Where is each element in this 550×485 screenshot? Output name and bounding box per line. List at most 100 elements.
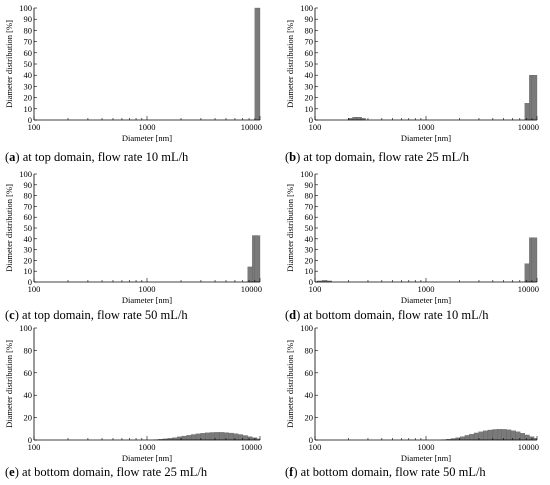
x-axis-label: Diameter [nm]	[122, 295, 172, 305]
y-tick-label: 60	[305, 48, 314, 58]
bar-mark	[510, 430, 516, 441]
y-tick-label: 30	[24, 81, 33, 91]
y-tick-label: 20	[305, 93, 314, 103]
y-axis-label: Diameter distribution [%]	[285, 20, 295, 108]
bar-mark	[469, 434, 475, 441]
x-axis-label: Diameter [nm]	[122, 133, 172, 143]
y-tick-label: 40	[305, 234, 314, 244]
y-tick-label: 10	[24, 104, 33, 114]
bar-mark	[483, 430, 489, 441]
y-tick-label: 0	[309, 435, 313, 445]
bar-mark	[520, 433, 525, 441]
bar-mark	[186, 435, 192, 441]
bar-mark	[506, 429, 512, 441]
bar-mark	[254, 235, 261, 283]
y-tick-label: 20	[305, 255, 314, 265]
caption-c: (c) at top domain, flow rate 50 mL/h	[5, 308, 188, 322]
x-tick-label: 100	[309, 284, 322, 294]
y-tick-label: 0	[28, 435, 32, 445]
y-tick-label: 90	[305, 180, 314, 190]
y-tick-label: 60	[24, 368, 33, 378]
y-tick-label: 80	[24, 25, 33, 35]
caption-e: (e) at bottom domain, flow rate 25 mL/h	[5, 465, 208, 479]
caption-a: (a) at top domain, flow rate 10 mL/h	[5, 150, 189, 164]
y-axis-label: Diameter distribution [%]	[4, 184, 14, 272]
y-tick-label: 0	[309, 277, 313, 287]
y-tick-label: 60	[305, 212, 314, 222]
y-tick-label: 20	[24, 413, 33, 423]
bar-mark	[233, 433, 239, 441]
chart-panel-e: 0 20 40 60 80 100 100 1000 10000 Diameter [nm] Dia…	[0, 322, 275, 463]
bar-mark	[531, 237, 538, 283]
x-axis-label: Diameter [nm]	[401, 133, 451, 143]
y-tick-label: 90	[305, 14, 314, 24]
bar-mark	[242, 435, 248, 441]
y-axis-label: Diameter distribution [%]	[285, 340, 295, 428]
y-tick-label: 60	[305, 368, 314, 378]
y-tick-label: 100	[300, 3, 313, 13]
y-tick-label: 100	[19, 3, 32, 13]
bar-mark	[501, 429, 507, 441]
y-tick-label: 20	[305, 413, 314, 423]
y-tick-label: 30	[305, 81, 314, 91]
chart-svg: 0 20 40 60 80 100 100 1000 10000 Diameter [nm] Dia…	[285, 323, 539, 463]
bar-mark	[492, 429, 498, 441]
y-tick-label: 70	[305, 37, 314, 47]
y-axis-label: Diameter distribution [%]	[4, 340, 14, 428]
bar-mark	[247, 436, 253, 441]
caption-text: at bottom domain, flow rate 25 mL/h	[18, 465, 208, 479]
x-tick-label: 10000	[241, 122, 262, 132]
y-tick-label: 80	[305, 191, 314, 201]
chart-panel-d: 0 10 20 30 40 50 60 70 80 90 100 100 1000 10000 Diamet…	[275, 168, 550, 308]
caption-text: at top domain, flow rate 50 mL/h	[18, 308, 188, 322]
bar-mark	[524, 434, 530, 441]
caption-letter: e	[9, 465, 15, 479]
y-tick-label: 20	[24, 93, 33, 103]
bar-mark	[181, 435, 187, 441]
caption-letter: b	[289, 150, 297, 164]
x-tick-label: 1000	[139, 442, 156, 452]
y-tick-label: 40	[24, 70, 33, 80]
bar-mark	[191, 434, 196, 441]
y-tick-label: 80	[305, 25, 314, 35]
y-tick-label: 60	[24, 48, 33, 58]
y-tick-label: 30	[305, 245, 314, 255]
y-tick-label: 50	[24, 59, 33, 69]
y-tick-label: 70	[24, 201, 33, 211]
caption-letter: d	[289, 308, 297, 322]
bar-mark	[219, 432, 225, 441]
y-tick-label: 0	[309, 115, 313, 125]
bar-mark	[473, 432, 479, 441]
bar-mark	[459, 436, 465, 441]
y-tick-label: 30	[24, 245, 33, 255]
bar-mark	[487, 429, 493, 441]
x-tick-label: 1000	[418, 442, 435, 452]
y-tick-label: 0	[28, 277, 32, 287]
caption-letter: a	[9, 150, 16, 164]
x-tick-label: 1000	[139, 122, 156, 132]
caption-f: (f) at bottom domain, flow rate 50 mL/h	[285, 465, 486, 479]
y-tick-label: 70	[305, 201, 314, 211]
caption-text: at top domain, flow rate 10 mL/h	[19, 150, 189, 164]
x-axis-label: Diameter [nm]	[401, 453, 451, 463]
chart-svg: 0 20 40 60 80 100 100 1000 10000 Diameter [nm] Dia…	[4, 323, 262, 463]
y-tick-label: 40	[24, 234, 33, 244]
x-tick-label: 100	[28, 284, 41, 294]
y-tick-label: 60	[24, 212, 33, 222]
x-tick-label: 100	[309, 122, 322, 132]
caption-text: at bottom domain, flow rate 10 mL/h	[300, 308, 489, 322]
bar-mark	[254, 7, 261, 121]
x-axis-label: Diameter [nm]	[122, 453, 172, 463]
bar-mark	[531, 75, 538, 121]
y-tick-label: 50	[24, 223, 33, 233]
x-tick-label: 10000	[241, 284, 262, 294]
y-tick-label: 80	[24, 345, 33, 355]
bar-mark	[200, 433, 206, 441]
bar-mark	[228, 432, 234, 441]
y-tick-label: 50	[305, 59, 314, 69]
x-tick-label: 1000	[139, 284, 156, 294]
bar-mark	[238, 434, 244, 441]
